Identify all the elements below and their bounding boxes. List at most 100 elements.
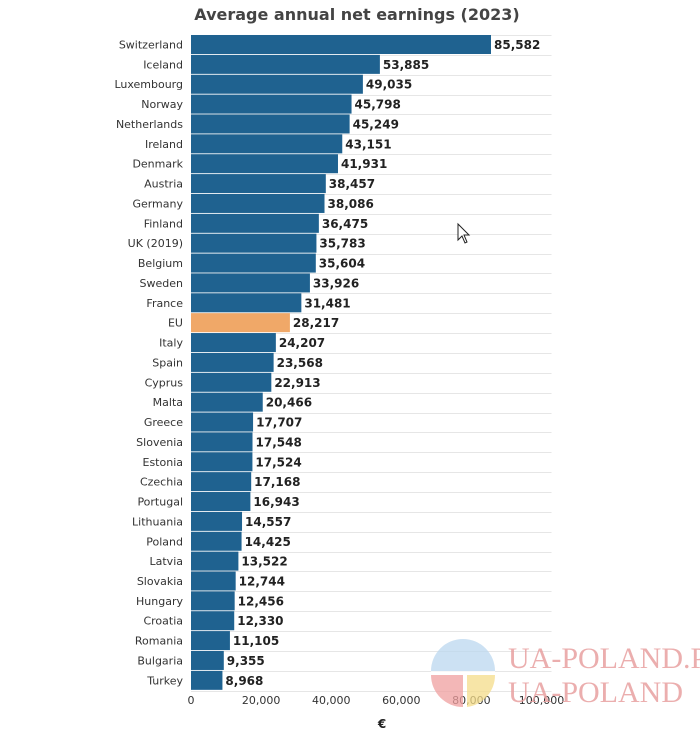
category-label: Luxembourg <box>114 78 183 91</box>
value-label: 53,885 <box>383 58 429 72</box>
bar <box>191 631 230 651</box>
category-label: Iceland <box>143 58 183 71</box>
bars <box>191 35 491 690</box>
x-tick-label: 40,000 <box>312 694 351 707</box>
value-labels: 85,582 53,885 49,035 45,798 45,249 43,151 41,9… <box>225 38 540 688</box>
category-label: Czechia <box>140 476 183 489</box>
bar <box>191 134 343 154</box>
x-tick-label: 20,000 <box>242 694 281 707</box>
chart-title: Average annual net earnings (2023) <box>194 5 519 24</box>
bar <box>191 94 352 114</box>
value-label: 14,425 <box>245 535 291 549</box>
category-label: Switzerland <box>119 39 183 52</box>
category-label: Austria <box>144 178 183 191</box>
x-axis-label: € <box>377 717 386 731</box>
bar <box>191 233 317 253</box>
bar <box>191 293 302 313</box>
watermark-logo-icon <box>431 639 496 707</box>
bar <box>191 472 252 492</box>
bar <box>191 193 325 213</box>
value-label: 38,086 <box>328 197 374 211</box>
category-label: Ireland <box>145 138 183 151</box>
category-label: Slovenia <box>136 436 183 449</box>
value-label: 41,931 <box>341 157 387 171</box>
value-label: 31,481 <box>304 296 350 310</box>
value-label: 11,105 <box>233 634 279 648</box>
category-label: Belgium <box>138 257 183 270</box>
bar <box>191 174 326 194</box>
value-label: 35,604 <box>319 257 365 271</box>
bar <box>191 670 223 690</box>
bar <box>191 313 290 333</box>
value-label: 45,249 <box>353 117 399 131</box>
bar <box>191 74 363 94</box>
x-tick-label: 60,000 <box>382 694 421 707</box>
category-label: Poland <box>146 535 183 548</box>
value-label: 9,355 <box>227 654 265 668</box>
category-label: Netherlands <box>116 118 183 131</box>
value-label: 17,707 <box>256 416 302 430</box>
category-label: Greece <box>144 416 183 429</box>
category-label: Latvia <box>150 555 184 568</box>
value-label: 38,457 <box>329 177 375 191</box>
value-label: 12,330 <box>237 614 283 628</box>
value-label: 22,913 <box>274 376 320 390</box>
category-label: Spain <box>152 356 183 369</box>
bar <box>191 333 276 353</box>
category-label: EU <box>168 317 183 330</box>
category-label: Turkey <box>146 674 183 687</box>
bar <box>191 54 380 74</box>
bar <box>191 452 253 472</box>
value-label: 33,926 <box>313 276 359 290</box>
value-label: 43,151 <box>345 137 391 151</box>
category-label: Romania <box>135 635 183 648</box>
value-label: 8,968 <box>225 674 263 688</box>
value-label: 20,466 <box>266 396 312 410</box>
value-label: 17,524 <box>255 455 301 469</box>
category-label: France <box>146 297 183 310</box>
bar <box>191 611 235 631</box>
category-label: Estonia <box>143 456 184 469</box>
bar <box>191 412 254 432</box>
value-label: 12,744 <box>239 574 285 588</box>
mouse-cursor-icon <box>457 222 471 244</box>
watermark-text-line2: UA-POLAND <box>508 676 683 709</box>
bar <box>191 154 338 174</box>
watermark-text-line1: UA-POLAND.PL <box>508 642 700 675</box>
value-label: 14,557 <box>245 515 291 529</box>
value-label: 85,582 <box>494 38 540 52</box>
category-labels: Switzerland Iceland Luxembourg Norway Nether… <box>114 39 183 688</box>
category-label: Croatia <box>143 615 183 628</box>
category-label: Norway <box>141 98 183 111</box>
bar <box>191 114 350 134</box>
bar <box>191 253 316 273</box>
value-label: 28,217 <box>293 316 339 330</box>
bar <box>191 650 224 670</box>
value-label: 24,207 <box>279 336 325 350</box>
bar <box>191 372 272 392</box>
value-label: 12,456 <box>238 594 284 608</box>
value-label: 13,522 <box>241 555 287 569</box>
bar <box>191 591 235 611</box>
value-label: 45,798 <box>355 98 401 112</box>
category-label: Slovakia <box>137 575 183 588</box>
category-label: Italy <box>159 337 183 350</box>
bar <box>191 352 274 372</box>
bar <box>191 571 236 591</box>
value-label: 23,568 <box>277 356 323 370</box>
value-label: 17,548 <box>256 435 302 449</box>
x-tick-label: 0 <box>188 694 195 707</box>
bar <box>191 531 242 551</box>
value-label: 36,475 <box>322 217 368 231</box>
category-label: UK (2019) <box>128 237 183 250</box>
value-label: 35,783 <box>319 237 365 251</box>
value-label: 16,943 <box>253 495 299 509</box>
category-label: Denmark <box>132 158 183 171</box>
category-label: Germany <box>132 197 183 210</box>
bar <box>191 213 319 233</box>
bar <box>191 432 253 452</box>
category-label: Sweden <box>140 277 183 290</box>
bar <box>191 492 251 512</box>
value-label: 17,168 <box>254 475 300 489</box>
